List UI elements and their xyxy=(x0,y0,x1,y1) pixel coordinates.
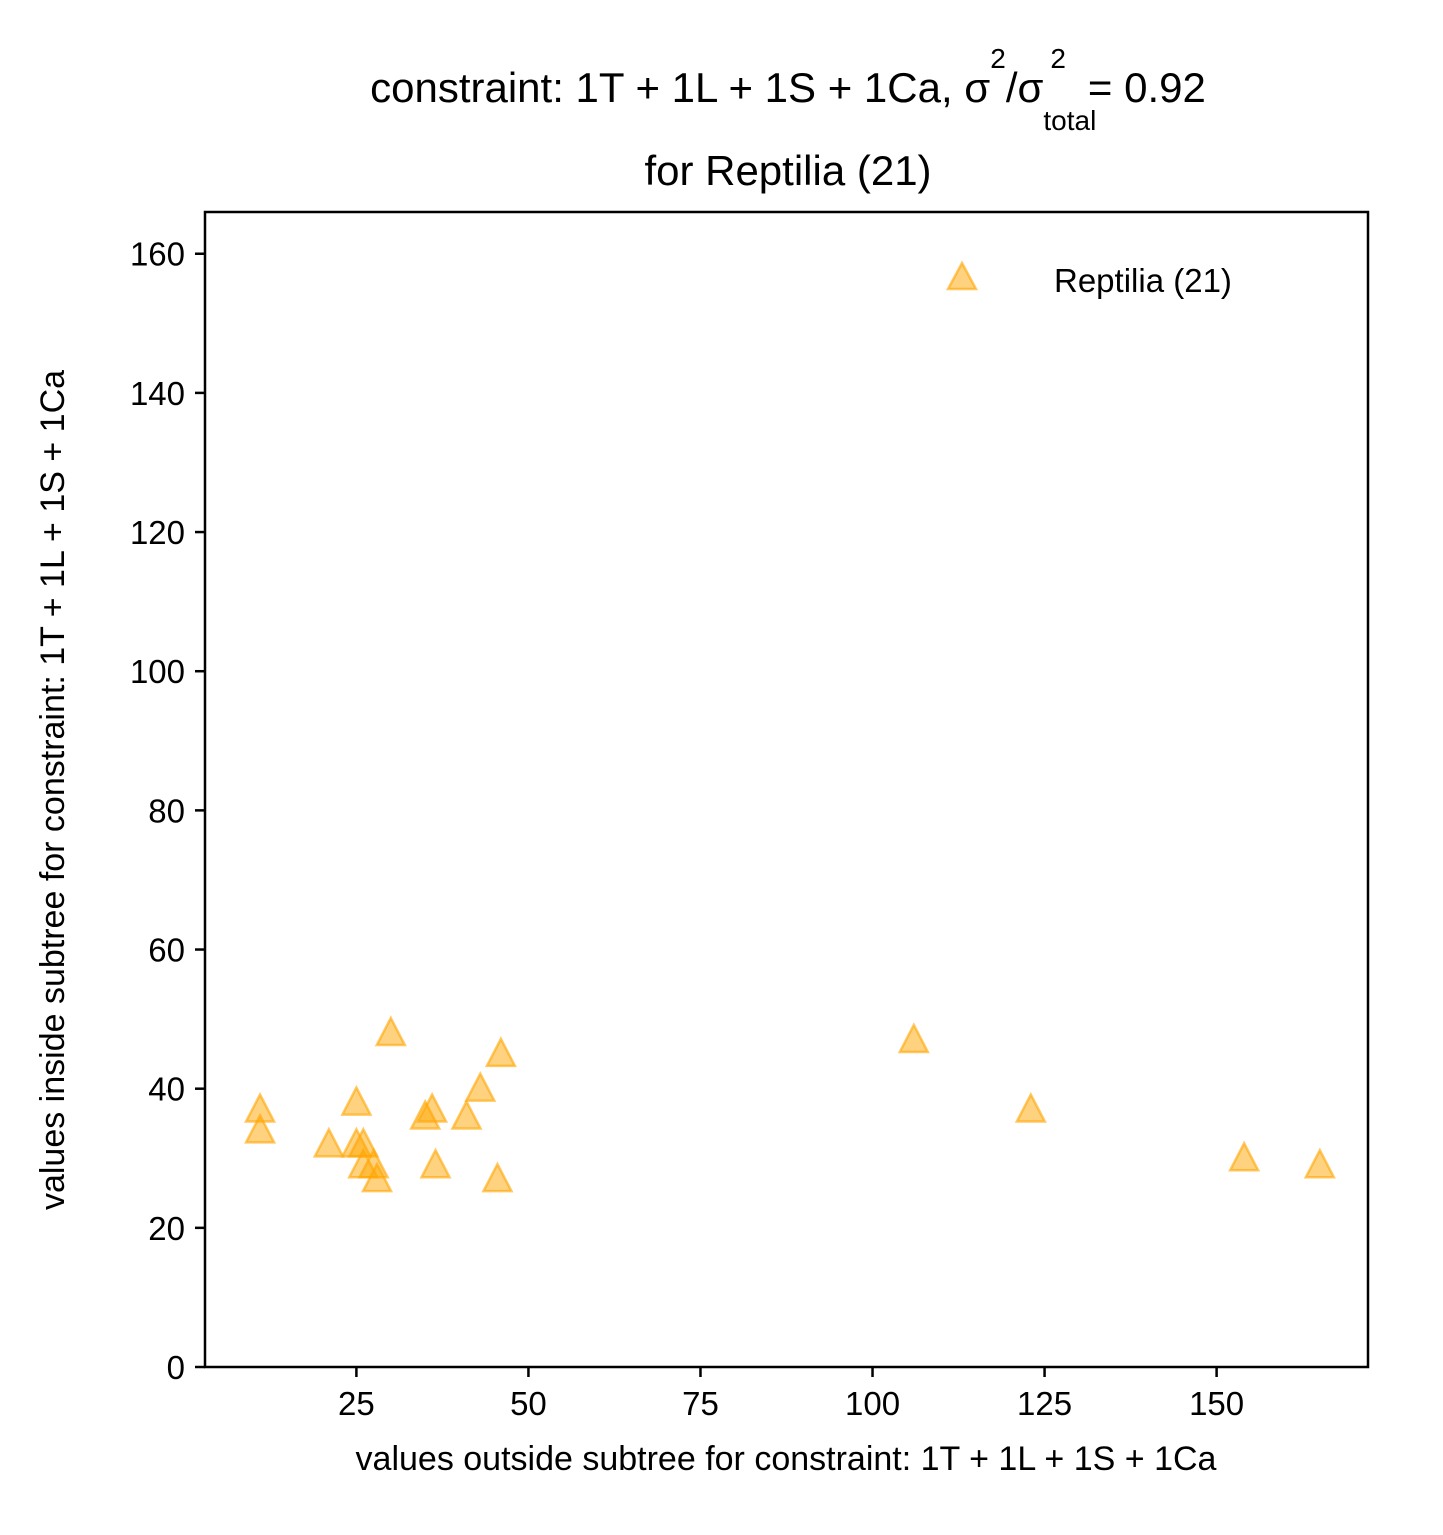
scatter-point xyxy=(416,1091,449,1123)
x-axis-ticks: 25 50 75 100 125 150 xyxy=(338,1367,1244,1422)
scatter-point xyxy=(312,1126,345,1158)
y-tick-label: 0 xyxy=(167,1349,185,1386)
y-tick-label: 140 xyxy=(130,375,185,412)
y-tick-label: 100 xyxy=(130,653,185,690)
plot-frame xyxy=(203,210,1370,1369)
scatter-point xyxy=(340,1084,373,1116)
title-value: = 0.92 xyxy=(1088,64,1206,111)
x-tick-label: 100 xyxy=(845,1385,900,1422)
y-axis-ticks: 0 20 40 60 80 100 120 140 160 xyxy=(130,236,205,1386)
y-tick-label: 120 xyxy=(130,514,185,551)
chart-subtitle: for Reptilia (21) xyxy=(644,147,931,194)
scatter-point xyxy=(419,1147,452,1179)
title-sup-2: 2 xyxy=(1050,43,1066,74)
x-tick-label: 75 xyxy=(682,1385,719,1422)
legend-label: Reptilia (21) xyxy=(1054,262,1232,299)
scatter-point xyxy=(450,1098,483,1130)
scatter-point xyxy=(897,1022,930,1054)
scatter-point xyxy=(374,1015,407,1047)
scatter-point xyxy=(1228,1140,1261,1172)
chart-title: constraint: 1T + 1L + 1S + 1Ca, σ2/σtota… xyxy=(370,43,1206,136)
y-axis-label: values inside subtree for constraint: 1T… xyxy=(34,370,72,1210)
scatter-point xyxy=(481,1161,514,1193)
x-axis-label: values outside subtree for constraint: 1… xyxy=(356,1440,1217,1478)
y-tick-label: 40 xyxy=(148,1071,185,1108)
y-tick-label: 80 xyxy=(148,792,185,829)
legend-marker xyxy=(945,260,979,291)
x-tick-label: 50 xyxy=(510,1385,547,1422)
y-tick-label: 20 xyxy=(148,1210,185,1247)
scatter-point xyxy=(243,1112,277,1144)
x-tick-label: 25 xyxy=(338,1385,375,1422)
x-tick-label: 125 xyxy=(1017,1385,1072,1422)
title-subscript: total xyxy=(1043,105,1096,136)
scatter-points xyxy=(243,1015,1336,1193)
y-tick-label: 60 xyxy=(148,932,185,969)
scatter-point xyxy=(1303,1147,1336,1179)
scatter-point xyxy=(360,1161,394,1193)
x-tick-label: 150 xyxy=(1189,1385,1244,1422)
title-sup-1: 2 xyxy=(990,43,1006,74)
scatter-point xyxy=(464,1070,497,1102)
scatter-point xyxy=(1014,1091,1047,1123)
scatter-point xyxy=(484,1036,517,1068)
y-tick-label: 160 xyxy=(130,236,185,273)
title-main: constraint: 1T + 1L + 1S + 1Ca, σ xyxy=(370,64,990,111)
title-slash: /σ xyxy=(1006,64,1044,111)
legend: Reptilia (21) xyxy=(945,260,1232,299)
